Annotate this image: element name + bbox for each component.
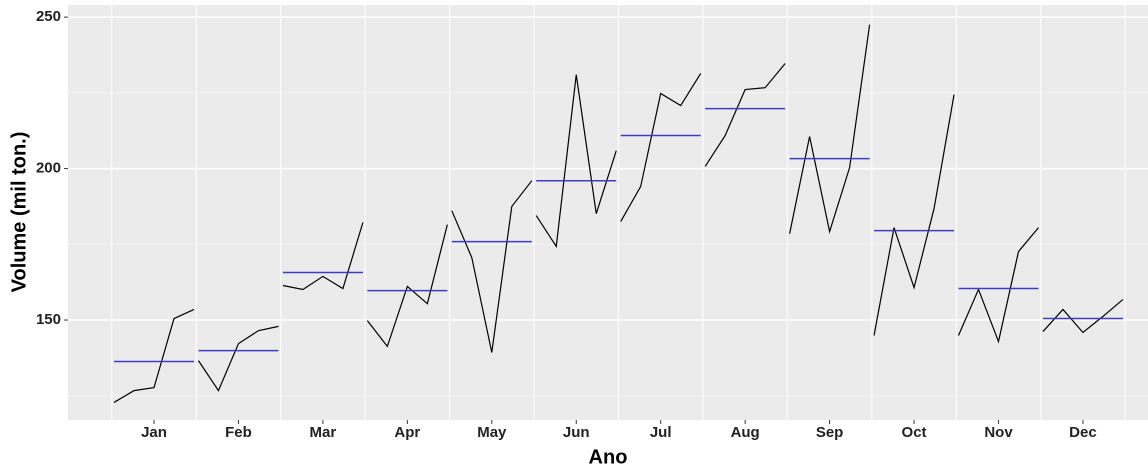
subseries-line: [957, 227, 1039, 344]
x-tick-label: Dec: [1069, 424, 1097, 441]
subseries-line: [789, 24, 871, 234]
x-tick-label: Jun: [563, 424, 590, 441]
x-tick-label: Feb: [225, 424, 252, 441]
subseries-line: [704, 63, 786, 167]
y-tick-label: 250: [36, 8, 61, 25]
x-tick-label: Apr: [394, 424, 420, 441]
y-axis-title: Volume (mil ton.): [8, 132, 30, 293]
y-tick-label: 150: [36, 311, 61, 328]
subseries-line: [535, 74, 617, 249]
x-tick-label: Sep: [816, 424, 844, 441]
x-tick-label: May: [477, 424, 507, 441]
subseries-line: [366, 224, 448, 348]
x-tick-label: Mar: [310, 424, 337, 441]
x-axis-title: Ano: [589, 446, 628, 468]
x-tick-label: Aug: [731, 424, 760, 441]
x-tick-label: Jul: [650, 424, 672, 441]
subseries-line: [620, 73, 702, 222]
x-tick-label: Oct: [902, 424, 927, 441]
subseries-line: [282, 222, 364, 291]
x-tick-label: Jan: [141, 424, 167, 441]
subseries-line: [873, 94, 955, 336]
panel: [68, 5, 1148, 420]
subseries-line: [197, 325, 279, 392]
subseries-line: [1042, 298, 1124, 334]
x-tick-label: Nov: [984, 424, 1013, 441]
subseries-line: [113, 308, 195, 403]
y-tick-label: 200: [36, 160, 61, 177]
